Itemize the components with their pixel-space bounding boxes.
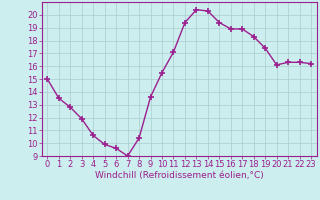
X-axis label: Windchill (Refroidissement éolien,°C): Windchill (Refroidissement éolien,°C)	[95, 171, 264, 180]
